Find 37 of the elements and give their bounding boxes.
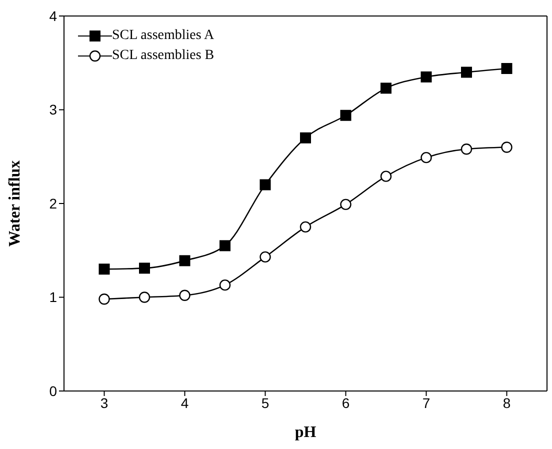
x-tick-label: 4 [180,394,189,411]
point [340,198,352,210]
x-tick-label: 3 [100,394,108,411]
point [220,240,230,252]
point [380,170,392,182]
point [340,110,352,121]
point [260,251,271,263]
point [98,294,110,305]
point [300,132,311,144]
y-tick-label: 1 [49,289,58,306]
legend-label: SCL assemblies A [112,28,214,44]
x-tick-label: 6 [342,394,350,411]
y-tick-label: 4 [49,8,58,24]
point [460,144,472,155]
point [300,221,312,233]
x-tick-label: 7 [422,394,430,411]
point [98,264,110,275]
point [380,82,392,94]
point [179,255,190,266]
point [420,71,432,82]
point [420,152,432,164]
point [501,63,512,74]
point [260,179,271,190]
legend-label: SCL assemblies B [112,48,214,64]
y-tick-label: 0 [49,382,58,399]
point [179,290,190,301]
x-axis-title: pH [294,424,317,441]
y-tick-label: 3 [49,102,58,118]
point [219,279,231,291]
y-axis-title: Water influx [6,160,24,247]
point [139,262,150,274]
y-tick-label: 2 [49,195,58,212]
point [461,66,472,78]
x-tick-label: 8 [502,394,511,411]
point [138,292,150,303]
point [501,142,512,153]
x-tick-label: 5 [261,394,270,411]
